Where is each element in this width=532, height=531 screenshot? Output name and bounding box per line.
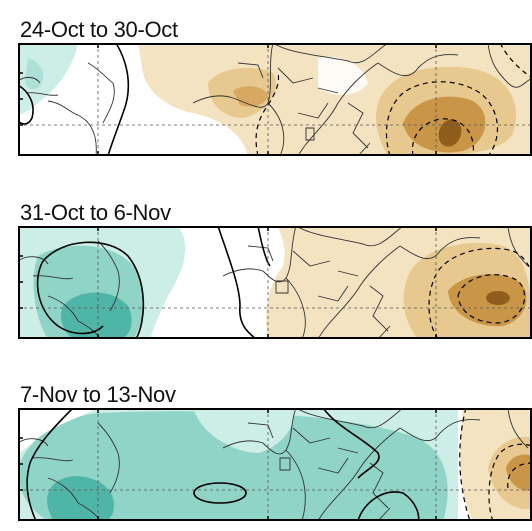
panel-title-3: 7-Nov to 13-Nov: [20, 382, 176, 407]
negative-contours: [255, 43, 532, 156]
anomaly-map-3: [18, 408, 532, 521]
anomaly-map-2: [18, 226, 532, 339]
axis-ticks: [18, 43, 437, 156]
white-gap: [18, 408, 98, 453]
meridian-lines: [97, 226, 437, 339]
meridian-lines: [97, 408, 437, 521]
coastlines: [18, 226, 529, 339]
positive-contours: [18, 43, 130, 156]
map-panel-1: [18, 43, 532, 156]
meridian-lines: [97, 43, 437, 156]
negative-contours: [459, 408, 532, 521]
coastlines: [18, 408, 529, 521]
negative-contours: [428, 247, 532, 339]
axis-ticks: [18, 226, 437, 339]
positive-contours: [36, 226, 271, 339]
panel-title-1: 24-Oct to 30-Oct: [20, 17, 178, 42]
dry-anomaly-region: [506, 454, 532, 491]
anomaly-map-1: [18, 43, 532, 156]
panel-title-2: 31-Oct to 6-Nov: [20, 200, 171, 225]
coastlines: [18, 43, 532, 156]
white-gap: [318, 56, 368, 95]
positive-contours: [26, 408, 420, 521]
axis-ticks: [18, 408, 437, 521]
dry-anomaly-core: [438, 119, 462, 147]
white-gap: [193, 408, 294, 453]
wet-anomaly-region: [47, 476, 114, 521]
white-gap: [193, 226, 273, 323]
map-panel-3: [18, 408, 532, 521]
map-panel-2: [18, 226, 532, 339]
dry-anomaly-core: [486, 291, 510, 305]
